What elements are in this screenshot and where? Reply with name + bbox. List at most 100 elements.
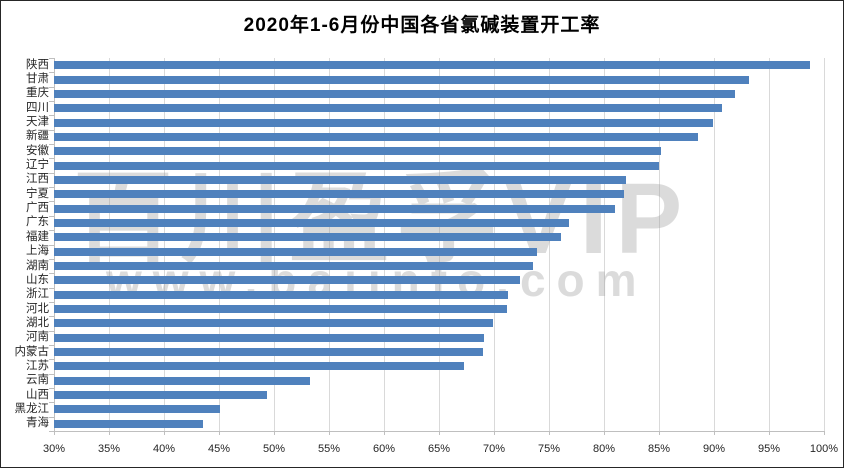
chart-bar xyxy=(54,305,508,314)
y-tick-mark xyxy=(49,431,54,432)
category-label: 陕西 xyxy=(26,58,49,71)
y-tick-mark xyxy=(49,387,54,389)
y-tick-mark xyxy=(49,172,54,174)
category-label: 河北 xyxy=(26,302,49,315)
category-label: 黑龙江 xyxy=(14,402,50,415)
chart-bar xyxy=(54,233,562,242)
x-tick-label: 90% xyxy=(702,443,726,455)
x-tick-mark xyxy=(274,431,275,435)
x-tick-mark xyxy=(329,431,330,435)
x-tick-mark xyxy=(109,431,110,435)
x-tick-label: 65% xyxy=(427,443,451,455)
y-tick-mark xyxy=(49,230,54,232)
chart-bar xyxy=(54,276,521,285)
chart-bar xyxy=(54,175,626,184)
y-tick-mark xyxy=(49,158,54,160)
gridline xyxy=(658,58,660,431)
plot-area xyxy=(54,58,825,431)
gridline xyxy=(438,58,440,431)
chart-bar xyxy=(54,147,662,156)
category-label: 湖南 xyxy=(26,259,49,272)
x-tick-label: 70% xyxy=(482,443,506,455)
y-tick-mark xyxy=(49,402,54,404)
category-label: 辽宁 xyxy=(26,159,49,172)
category-label: 内蒙古 xyxy=(14,345,50,358)
category-label: 湖北 xyxy=(26,316,49,329)
y-tick-mark xyxy=(49,287,54,289)
gridline xyxy=(163,58,165,431)
x-tick-mark xyxy=(219,431,220,435)
chart-title: 2020年1-6月份中国各省氯碱装置开工率 xyxy=(243,15,601,36)
category-label: 江苏 xyxy=(26,359,49,372)
x-tick-label: 75% xyxy=(537,443,561,455)
x-tick-label: 35% xyxy=(97,443,121,455)
y-tick-mark xyxy=(49,201,54,203)
x-tick-label: 60% xyxy=(372,443,396,455)
category-label: 河南 xyxy=(26,331,49,344)
gridline xyxy=(328,58,330,431)
y-tick-mark xyxy=(49,115,54,117)
x-tick-mark xyxy=(494,431,495,435)
y-tick-mark xyxy=(49,58,54,59)
chart-bar xyxy=(54,405,221,414)
category-label: 福建 xyxy=(26,230,49,243)
chart-bar xyxy=(54,419,203,428)
chart-bar xyxy=(54,75,750,84)
x-tick-label: 50% xyxy=(262,443,286,455)
category-label: 天津 xyxy=(26,116,49,129)
y-axis-line xyxy=(54,58,55,431)
x-tick-mark xyxy=(604,431,605,435)
gridline xyxy=(273,58,275,431)
x-tick-label: 100% xyxy=(809,443,839,455)
x-tick-mark xyxy=(824,431,825,435)
y-tick-mark xyxy=(49,301,54,303)
gridline-layer xyxy=(54,58,825,431)
chart-bar xyxy=(54,333,485,342)
y-tick-mark xyxy=(49,359,54,361)
gridline xyxy=(108,58,110,431)
gridline xyxy=(493,58,495,431)
category-label: 甘肃 xyxy=(26,73,49,86)
y-tick-mark xyxy=(49,330,54,332)
chart-bar xyxy=(54,348,483,357)
chart-bar xyxy=(54,89,735,98)
category-label: 广东 xyxy=(26,216,49,229)
y-tick-mark xyxy=(49,129,54,131)
x-tick-mark xyxy=(439,431,440,435)
category-label: 山东 xyxy=(26,273,49,286)
gridline xyxy=(383,58,385,431)
x-tick-label: 40% xyxy=(152,443,176,455)
x-tick-label: 55% xyxy=(317,443,341,455)
gridline xyxy=(218,58,220,431)
x-tick-mark xyxy=(659,431,660,435)
chart-bar xyxy=(54,218,569,227)
x-tick-mark xyxy=(714,431,715,435)
y-tick-mark xyxy=(49,101,54,103)
x-tick-label: 95% xyxy=(757,443,781,455)
chart-bar xyxy=(54,132,698,141)
chart-bar xyxy=(54,262,533,271)
bars-layer xyxy=(54,58,824,431)
x-tick-mark xyxy=(769,431,770,435)
chart-bar xyxy=(54,104,722,113)
chart-bar xyxy=(54,61,810,70)
x-tick-label: 85% xyxy=(647,443,671,455)
y-tick-mark xyxy=(49,72,54,74)
x-tick-mark xyxy=(384,431,385,435)
x-tick-mark xyxy=(549,431,550,435)
gridline xyxy=(713,58,715,431)
x-tick-label: 30% xyxy=(42,443,66,455)
category-label: 重庆 xyxy=(26,87,49,100)
chart-bar xyxy=(54,319,493,328)
x-tick-mark xyxy=(164,431,165,435)
y-tick-mark xyxy=(49,258,54,260)
category-label: 广西 xyxy=(26,202,49,215)
category-label: 新疆 xyxy=(26,130,49,143)
x-tick-label: 80% xyxy=(592,443,616,455)
category-label: 浙江 xyxy=(26,288,49,301)
category-label: 青海 xyxy=(26,417,49,430)
chart-bar xyxy=(54,362,465,371)
chart-bar xyxy=(54,391,268,400)
category-label: 宁夏 xyxy=(26,187,49,200)
